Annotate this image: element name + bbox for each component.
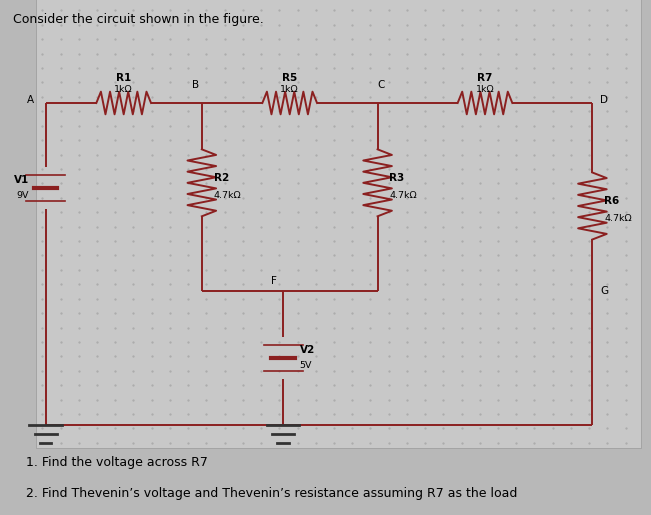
Text: Consider the circuit shown in the figure.: Consider the circuit shown in the figure…	[13, 13, 264, 26]
Text: R2: R2	[214, 173, 229, 183]
Text: R1: R1	[116, 74, 132, 83]
Text: 4.7kΩ: 4.7kΩ	[389, 191, 417, 200]
Text: 2. Find Thevenin’s voltage and Thevenin’s resistance assuming R7 as the load: 2. Find Thevenin’s voltage and Thevenin’…	[26, 487, 518, 500]
Text: 4.7kΩ: 4.7kΩ	[214, 191, 242, 200]
Text: 1kΩ: 1kΩ	[476, 85, 494, 94]
Text: R3: R3	[389, 173, 404, 183]
Text: R5: R5	[282, 74, 298, 83]
Text: 9V: 9V	[17, 191, 29, 200]
Text: 1kΩ: 1kΩ	[115, 85, 133, 94]
Text: V2: V2	[299, 345, 314, 355]
Text: 5V: 5V	[299, 361, 312, 370]
Text: F: F	[271, 276, 277, 286]
Text: 4.7kΩ: 4.7kΩ	[604, 214, 632, 224]
Text: A: A	[27, 95, 34, 106]
Text: R6: R6	[604, 196, 619, 206]
Text: C: C	[377, 80, 385, 90]
Text: 1kΩ: 1kΩ	[281, 85, 299, 94]
Text: B: B	[192, 80, 199, 90]
Text: R7: R7	[477, 74, 493, 83]
Text: G: G	[600, 286, 608, 296]
Text: V1: V1	[14, 175, 29, 185]
Text: 1. Find the voltage across R7: 1. Find the voltage across R7	[26, 456, 208, 469]
Text: D: D	[600, 95, 608, 106]
